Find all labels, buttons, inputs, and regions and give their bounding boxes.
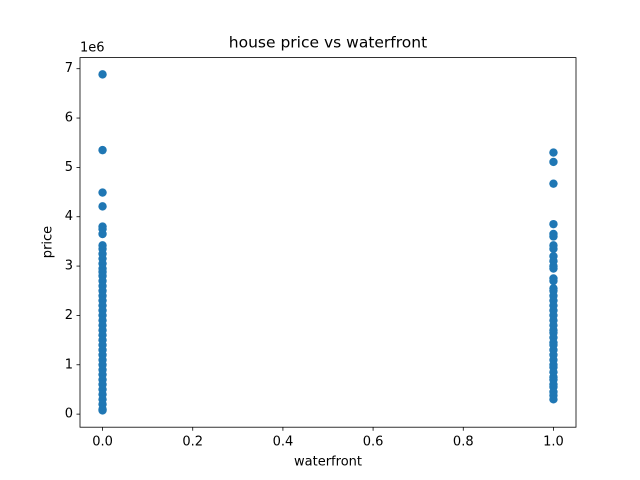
scatter-point xyxy=(98,202,107,211)
y-tick-label: 6 xyxy=(65,111,73,126)
x-axis-label: waterfront xyxy=(294,455,362,470)
scatter-point xyxy=(98,188,107,197)
x-tick-label: 0.4 xyxy=(273,435,294,450)
scatter-point xyxy=(549,395,558,404)
scatter-point xyxy=(549,264,558,273)
scatter-point xyxy=(98,70,107,79)
y-tick-label: 7 xyxy=(65,61,73,76)
y-tick-label: 3 xyxy=(65,259,73,274)
scatter-point xyxy=(549,148,558,157)
scatter-point xyxy=(549,219,558,229)
x-tick-label: 0.8 xyxy=(453,435,474,450)
y-tick-label: 4 xyxy=(65,209,73,224)
x-tick-label: 0.6 xyxy=(363,435,384,450)
y-tick-label: 2 xyxy=(65,308,73,323)
scatter-point xyxy=(98,229,107,239)
x-tick-label: 0.0 xyxy=(92,435,113,450)
y-tick-label: 5 xyxy=(65,160,73,175)
y-offset-label: 1e6 xyxy=(80,41,105,56)
scatter-point xyxy=(98,406,107,415)
x-tick-label: 0.2 xyxy=(182,435,203,450)
scatter-point xyxy=(549,276,558,286)
y-axis-label: price xyxy=(41,226,56,258)
axes-frame xyxy=(79,57,577,428)
scatter-point xyxy=(549,179,558,188)
scatter-point xyxy=(549,244,558,254)
y-tick-label: 1 xyxy=(65,357,73,372)
scatter-point xyxy=(549,157,558,167)
y-tick-label: 0 xyxy=(65,407,73,422)
scatter-point xyxy=(98,145,107,155)
x-tick-label: 1.0 xyxy=(543,435,564,450)
scatter-point xyxy=(549,232,558,241)
chart-title: house price vs waterfront xyxy=(229,34,427,52)
